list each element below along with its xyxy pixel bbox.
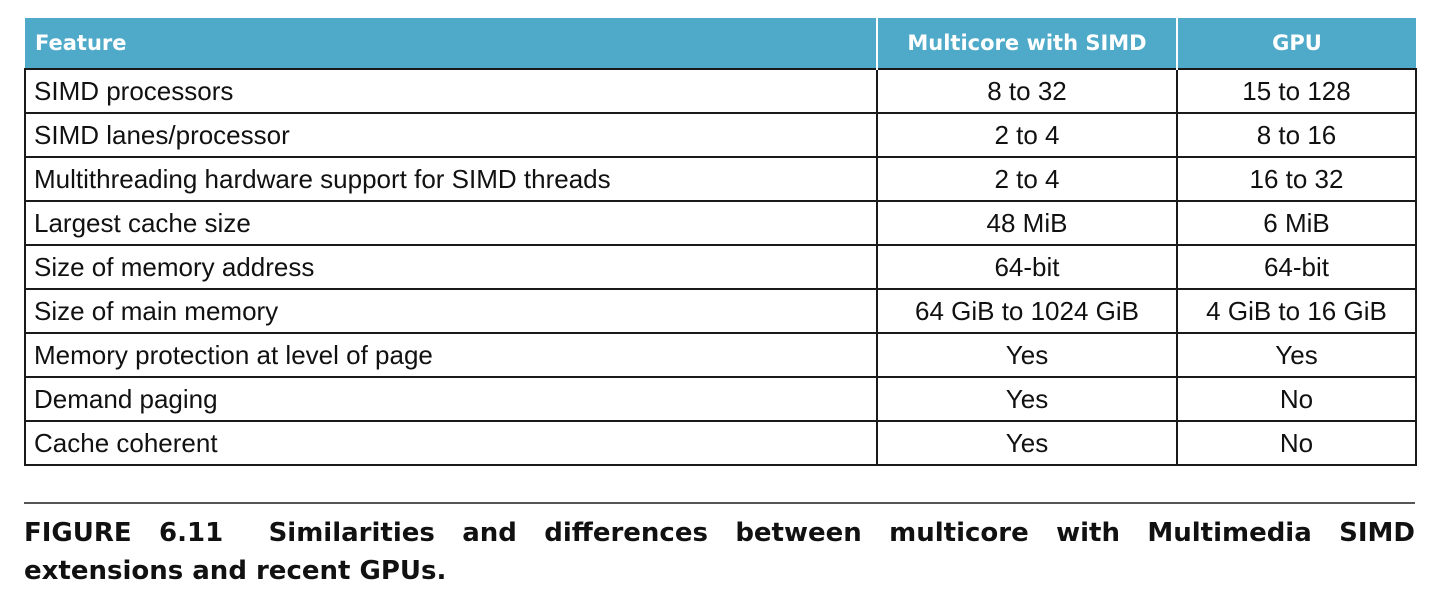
feature-cell: SIMD processors: [24, 68, 878, 114]
gpu-value-cell: No: [1176, 420, 1417, 466]
gpu-value-cell: 4 GiB to 16 GiB: [1176, 288, 1417, 334]
feature-cell: Cache coherent: [24, 420, 878, 466]
multicore-value-cell: 2 to 4: [876, 156, 1178, 202]
multicore-value-cell: 8 to 32: [876, 68, 1178, 114]
header-feature: Feature: [25, 18, 878, 69]
feature-cell: Size of main memory: [24, 288, 878, 334]
multicore-value-cell: Yes: [876, 332, 1178, 378]
feature-cell: Largest cache size: [24, 200, 878, 246]
multicore-value-cell: 48 MiB: [876, 200, 1178, 246]
header-multicore-simd: Multicore with SIMD: [877, 18, 1178, 69]
multicore-value-cell: Yes: [876, 420, 1178, 466]
gpu-value-cell: 6 MiB: [1176, 200, 1417, 246]
gpu-value-cell: 15 to 128: [1176, 68, 1417, 114]
feature-cell: Multithreading hardware support for SIMD…: [24, 156, 878, 202]
caption-period: .: [436, 556, 447, 586]
caption-separator: [24, 502, 1415, 504]
caption-text: Similarities and differences between mul…: [24, 518, 1415, 586]
table-body: SIMD processors 8 to 32 15 to 128 SIMD l…: [24, 68, 1417, 466]
multicore-value-cell: 2 to 4: [876, 112, 1178, 158]
gpu-value-cell: Yes: [1176, 332, 1417, 378]
feature-cell: Memory protection at level of page: [24, 332, 878, 378]
figure-caption: FIGURE 6.11 Similarities and differences…: [24, 514, 1415, 590]
multicore-value-cell: 64-bit: [876, 244, 1178, 290]
table-row: Largest cache size 48 MiB 6 MiB: [24, 200, 1417, 246]
table-row: Size of main memory 64 GiB to 1024 GiB 4…: [24, 288, 1417, 334]
header-row: Feature Multicore with SIMD GPU: [25, 18, 1416, 69]
gpu-value-cell: 16 to 32: [1176, 156, 1417, 202]
feature-cell: SIMD lanes/processor: [24, 112, 878, 158]
header-gpu: GPU: [1177, 18, 1416, 69]
comparison-table-container: Feature Multicore with SIMD GPU SIMD pro…: [24, 18, 1417, 466]
table-row: Demand paging Yes No: [24, 376, 1417, 422]
figure-label: FIGURE 6.11: [24, 518, 224, 548]
table-row: Memory protection at level of page Yes Y…: [24, 332, 1417, 378]
multicore-value-cell: Yes: [876, 376, 1178, 422]
multicore-value-cell: 64 GiB to 1024 GiB: [876, 288, 1178, 334]
comparison-table: Feature Multicore with SIMD GPU SIMD pro…: [24, 18, 1417, 466]
table-header: Feature Multicore with SIMD GPU: [25, 18, 1416, 69]
table-row: SIMD processors 8 to 32 15 to 128: [24, 68, 1417, 114]
gpu-value-cell: 8 to 16: [1176, 112, 1417, 158]
gpu-value-cell: No: [1176, 376, 1417, 422]
feature-cell: Size of memory address: [24, 244, 878, 290]
table-row: Size of memory address 64-bit 64-bit: [24, 244, 1417, 290]
gpu-value-cell: 64-bit: [1176, 244, 1417, 290]
table-row: SIMD lanes/processor 2 to 4 8 to 16: [24, 112, 1417, 158]
feature-cell: Demand paging: [24, 376, 878, 422]
table-row: Cache coherent Yes No: [24, 420, 1417, 466]
table-row: Multithreading hardware support for SIMD…: [24, 156, 1417, 202]
